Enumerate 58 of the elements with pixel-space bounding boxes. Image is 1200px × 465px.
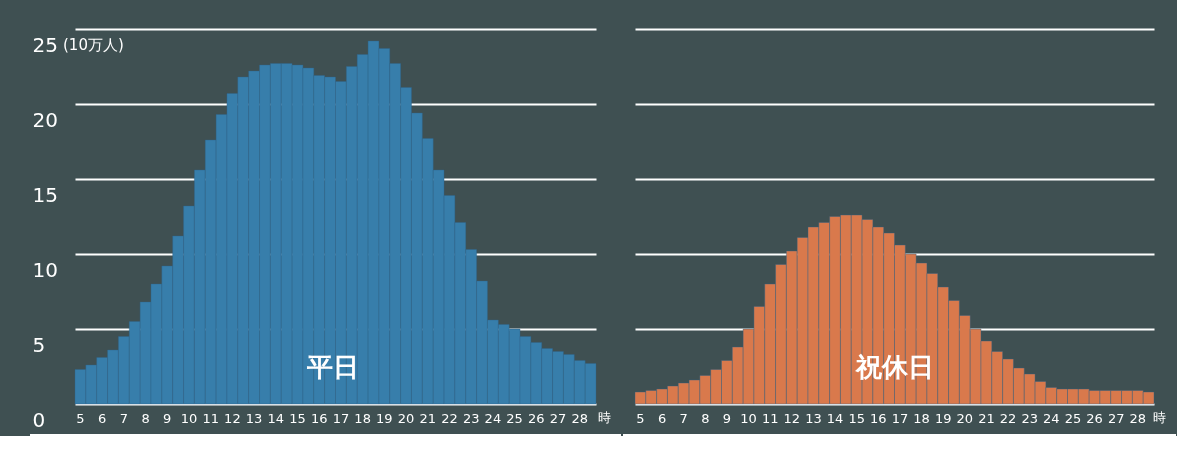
x-tick-label: 26 bbox=[1086, 410, 1103, 426]
x-tick-label: 12 bbox=[783, 410, 801, 426]
x-tick-label: 21 bbox=[978, 410, 995, 426]
x-tick-label: 7 bbox=[119, 410, 128, 426]
x-tick-label: 10 bbox=[180, 410, 198, 426]
x-tick-label: 24 bbox=[484, 410, 502, 426]
x-tick-label: 11 bbox=[761, 410, 779, 426]
x-tick-label: 15 bbox=[289, 410, 306, 426]
x-tick-label: 6 bbox=[97, 410, 107, 426]
x-tick-label: 24 bbox=[1043, 410, 1060, 426]
x-tick-label: 28 bbox=[571, 410, 588, 426]
x-axis-title: 時 bbox=[597, 410, 611, 425]
x-tick-label: 20 bbox=[397, 410, 415, 426]
x-tick-label: 26 bbox=[528, 410, 545, 426]
x-tick-label: 13 bbox=[805, 410, 822, 426]
series-label: 平日 bbox=[306, 352, 359, 382]
x-tick-label: 10 bbox=[740, 410, 757, 426]
x-tick-label: 22 bbox=[999, 410, 1017, 426]
y-tick-label: 0 bbox=[32, 407, 46, 432]
x-tick-label: 27 bbox=[1107, 410, 1125, 426]
x-tick-label: 14 bbox=[267, 410, 285, 426]
x-tick-label: 25 bbox=[1064, 410, 1082, 426]
y-axis-title: (10万人) bbox=[63, 36, 124, 54]
x-tick-label: 23 bbox=[1021, 410, 1038, 426]
x-tick-label: 13 bbox=[245, 410, 263, 426]
x-tick-label: 9 bbox=[722, 410, 732, 426]
x-tick-label: 8 bbox=[701, 410, 710, 426]
x-tick-label: 8 bbox=[141, 410, 150, 426]
x-tick-label: 22 bbox=[441, 410, 458, 426]
x-tick-label: 18 bbox=[913, 410, 930, 426]
x-tick-label: 12 bbox=[224, 410, 241, 426]
x-tick-label: 9 bbox=[163, 410, 172, 426]
y-tick-label: 5 bbox=[32, 332, 46, 357]
x-tick-label: 23 bbox=[462, 410, 480, 426]
y-tick-label: 20 bbox=[32, 107, 58, 132]
x-tick-label: 7 bbox=[679, 410, 688, 426]
x-tick-label: 16 bbox=[870, 410, 887, 426]
x-tick-label: 6 bbox=[657, 410, 667, 426]
x-tick-label: 19 bbox=[934, 410, 952, 426]
x-tick-label: 25 bbox=[506, 410, 523, 426]
x-tick-label: 17 bbox=[891, 410, 909, 426]
x-axis-title: 時 bbox=[1152, 410, 1166, 425]
x-tick-label: 5 bbox=[636, 410, 645, 426]
x-tick-label: 16 bbox=[310, 410, 328, 426]
x-tick-label: 11 bbox=[202, 410, 219, 426]
x-tick-label: 20 bbox=[956, 410, 974, 426]
x-tick-label: 19 bbox=[376, 410, 393, 426]
x-tick-label: 15 bbox=[848, 410, 865, 426]
x-tick-label: 14 bbox=[826, 410, 844, 426]
x-tick-label: 27 bbox=[549, 410, 567, 426]
y-tick-label: 15 bbox=[32, 182, 58, 207]
y-tick-label: 25 bbox=[32, 32, 58, 57]
x-tick-label: 28 bbox=[1129, 410, 1147, 426]
x-tick-label: 17 bbox=[332, 410, 350, 426]
y-tick-label: 10 bbox=[32, 257, 58, 282]
x-tick-label: 21 bbox=[419, 410, 437, 426]
x-tick-label: 18 bbox=[354, 410, 371, 426]
x-tick-label: 5 bbox=[76, 410, 85, 426]
